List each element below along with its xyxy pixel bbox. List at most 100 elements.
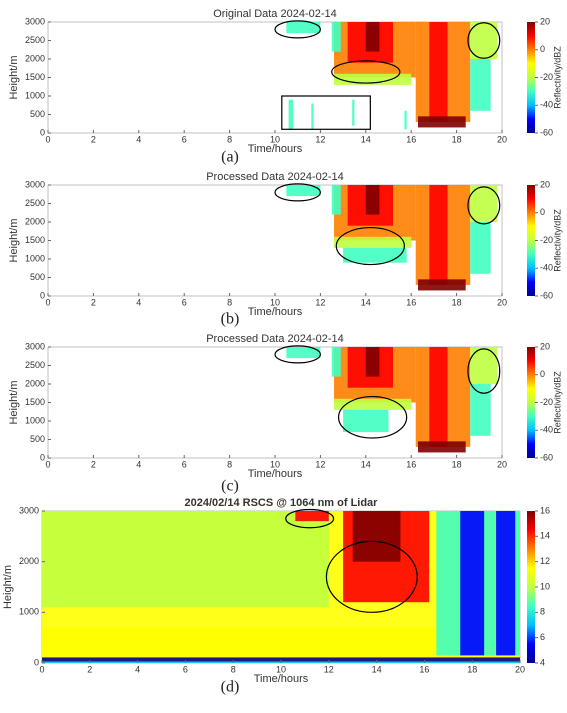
- x-axis-label: Time/hours: [254, 673, 309, 685]
- colorbar: [527, 22, 535, 133]
- y-tick-label: 3000: [25, 16, 45, 26]
- field-region: [429, 347, 448, 447]
- x-tick-label: 10: [270, 459, 280, 469]
- y-tick-label: 2500: [25, 35, 45, 45]
- field-region: [404, 110, 407, 130]
- x-tick-label: 14: [372, 664, 382, 674]
- annotation-ellipse: [274, 20, 322, 39]
- colorbar-tick-label: 0: [540, 369, 545, 379]
- x-tick-label: 8: [227, 459, 232, 469]
- colorbar-tick-label: -60: [540, 452, 553, 462]
- colorbar: [527, 347, 535, 458]
- y-tick-label: 3000: [25, 179, 45, 189]
- annotation-ellipse: [274, 183, 322, 202]
- field-region: [352, 99, 355, 126]
- x-tick-label: 18: [467, 664, 477, 674]
- annotation-ellipse: [337, 395, 408, 439]
- colorbar-tick-label: 0: [540, 44, 545, 54]
- y-tick-label: 0: [40, 452, 45, 462]
- annotation-ellipse: [335, 226, 405, 266]
- panel-label: (d): [221, 679, 240, 696]
- field-region: [429, 185, 448, 285]
- x-tick-label: 2: [91, 134, 96, 144]
- annotation-box: [281, 95, 371, 130]
- annotation-ellipse: [274, 345, 322, 364]
- colorbar-tick-label: 16: [540, 505, 550, 515]
- x-tick-label: 14: [361, 297, 371, 307]
- x-tick-label: 6: [183, 664, 188, 674]
- y-tick-label: 0: [40, 290, 45, 300]
- x-tick-label: 18: [452, 134, 462, 144]
- field-region: [286, 22, 321, 34]
- x-axis-label: Time/hours: [248, 306, 303, 318]
- x-tick-label: 2: [87, 664, 92, 674]
- field-region: [496, 511, 516, 656]
- field-region: [418, 441, 466, 453]
- y-axis-label: Height/m: [2, 565, 14, 609]
- y-axis-label: Height/m: [8, 380, 20, 424]
- x-tick-label: 20: [497, 134, 507, 144]
- x-tick-label: 2: [91, 297, 96, 307]
- panel-label: (c): [221, 478, 239, 495]
- colorbar-label: Reflectivity/dBZ: [552, 209, 562, 272]
- annotation-ellipse: [467, 348, 501, 394]
- x-tick-label: 20: [497, 297, 507, 307]
- x-axis-label: Time/hours: [248, 468, 303, 480]
- x-tick-label: 4: [136, 459, 141, 469]
- y-tick-label: 1000: [19, 607, 39, 617]
- field-region: [334, 398, 412, 410]
- field-region: [331, 185, 341, 215]
- field-region: [286, 347, 321, 359]
- y-tick-label: 3000: [25, 341, 45, 351]
- y-axis-label: Height/m: [8, 218, 20, 262]
- x-tick-label: 8: [227, 297, 232, 307]
- x-tick-label: 16: [406, 297, 416, 307]
- field-region: [42, 657, 520, 662]
- panel-label: (a): [221, 149, 239, 166]
- y-tick-label: 2000: [25, 216, 45, 226]
- colorbar-tick-label: 10: [540, 581, 550, 591]
- x-tick-label: 14: [361, 459, 371, 469]
- colorbar-tick-label: 12: [540, 556, 550, 566]
- y-tick-label: 500: [30, 434, 45, 444]
- x-tick-label: 18: [452, 459, 462, 469]
- x-tick-label: 12: [315, 297, 325, 307]
- x-tick-label: 0: [39, 664, 44, 674]
- colorbar-tick-label: 14: [540, 531, 550, 541]
- x-tick-label: 16: [406, 134, 416, 144]
- colorbar-tick-label: 20: [540, 16, 550, 26]
- colorbar-tick-label: -40: [540, 425, 553, 435]
- field-region: [42, 511, 329, 608]
- field-region: [334, 236, 412, 248]
- field-region: [470, 185, 498, 222]
- field-region: [470, 384, 491, 436]
- y-axis-label: Height/m: [8, 55, 20, 99]
- colorbar-tick-label: -40: [540, 263, 553, 273]
- chart-title: 2024/02/14 RSCS @ 1064 nm of Lidar: [185, 497, 379, 509]
- field-region: [365, 185, 380, 215]
- colorbar-label: Reflectivity/dBZ: [552, 46, 562, 109]
- colorbar-tick-label: 4: [540, 657, 545, 667]
- field-region: [331, 347, 341, 377]
- x-tick-label: 6: [182, 459, 187, 469]
- x-tick-label: 10: [270, 297, 280, 307]
- y-tick-label: 500: [30, 272, 45, 282]
- annotation-ellipse: [325, 540, 418, 613]
- x-tick-label: 16: [419, 664, 429, 674]
- y-tick-label: 3000: [19, 505, 39, 515]
- y-tick-label: 1000: [25, 253, 45, 263]
- panel-label: (b): [221, 311, 240, 328]
- y-tick-label: 0: [40, 127, 45, 137]
- chart-title: Processed Data 2024-02-14: [206, 333, 344, 345]
- field-region: [470, 22, 498, 59]
- x-tick-label: 18: [452, 297, 462, 307]
- field-region: [295, 511, 329, 522]
- y-tick-label: 0: [34, 657, 39, 667]
- field-region: [470, 222, 491, 274]
- y-tick-label: 1500: [25, 397, 45, 407]
- field-region: [343, 409, 389, 433]
- colorbar: [527, 511, 535, 663]
- colorbar-tick-label: 20: [540, 179, 550, 189]
- y-tick-label: 2000: [25, 53, 45, 63]
- x-tick-label: 10: [276, 664, 286, 674]
